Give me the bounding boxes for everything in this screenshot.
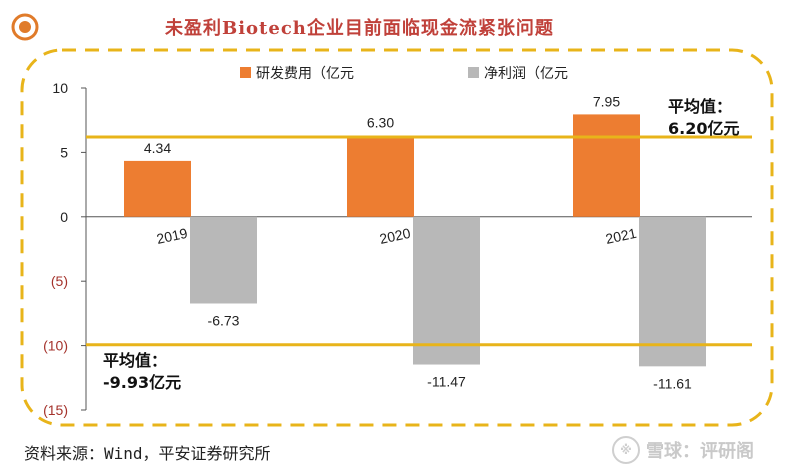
legend-swatch-net-profit [468, 67, 479, 78]
data-label-net_profit-2021: -11.61 [653, 375, 692, 391]
data-label-rd-2019: 4.34 [144, 140, 171, 156]
chart-frame [20, 48, 774, 427]
data-label-rd-2020: 6.30 [367, 115, 394, 131]
watermark-text: 雪球：评研阁 [646, 441, 754, 462]
watermark: ※ 雪球：评研阁 [612, 436, 754, 464]
y-tick-label: (10) [43, 338, 68, 354]
y-tick-label: (5) [51, 273, 68, 289]
legend-swatch-rd [240, 67, 251, 78]
chart-title: 未盈利Biotech企业目前面临现金流紧张问题 [165, 18, 554, 39]
y-tick-label: 0 [60, 209, 68, 225]
data-label-net_profit-2020: -11.47 [427, 374, 466, 390]
bar-rd-2020 [347, 135, 414, 217]
x-tick-label: 2020 [378, 225, 412, 247]
legend-label-rd: 研发费用（亿元 [256, 66, 354, 82]
y-tick-label: 10 [52, 80, 68, 96]
bar-net_profit-2021 [639, 216, 706, 367]
snowball-logo-icon: ※ [612, 436, 640, 464]
title-circle-icon [11, 13, 39, 41]
source-note: 资料来源：Wind，平安证券研究所 [24, 444, 271, 463]
average-label-rd: 平均值： 6.20亿元 [668, 97, 740, 138]
data-label-rd-2021: 7.95 [593, 93, 620, 109]
legend-label-net-profit: 净利润（亿元 [484, 66, 568, 82]
average-label-net-profit: 平均值： -9.93亿元 [103, 351, 182, 392]
bar-net_profit-2020 [413, 216, 480, 365]
data-label-net_profit-2019: -6.73 [208, 312, 240, 328]
bar-rd-2019 [124, 160, 191, 217]
y-tick-label: (15) [43, 402, 68, 418]
x-tick-label: 2021 [604, 225, 638, 247]
bar-net_profit-2019 [190, 216, 257, 304]
x-tick-label: 2019 [155, 225, 189, 247]
bar-rd-2021 [573, 114, 640, 217]
y-tick-label: 5 [60, 144, 68, 160]
